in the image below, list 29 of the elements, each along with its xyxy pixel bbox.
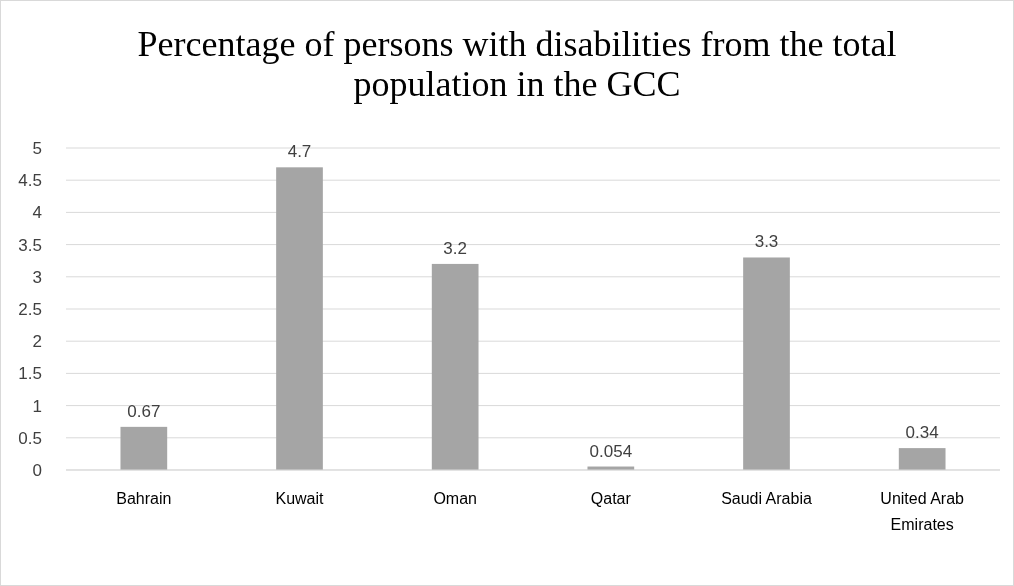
y-tick-label: 2 — [32, 332, 42, 352]
y-tick-label: 0.5 — [18, 428, 42, 448]
x-tick-label: Oman — [433, 490, 477, 507]
y-tick-label: 2.5 — [18, 299, 42, 319]
y-tick-label: 1 — [32, 396, 42, 416]
y-tick-label: 5 — [32, 138, 42, 158]
data-label: 0.67 — [127, 401, 161, 421]
y-tick-label: 0 — [32, 460, 42, 480]
x-tick-label: Kuwait — [275, 490, 325, 507]
data-label: 3.2 — [443, 238, 467, 258]
y-tick-label: 3.5 — [18, 235, 42, 255]
data-label: 4.7 — [287, 142, 312, 162]
x-tick-label: Bahrain — [116, 490, 172, 507]
y-tick-label: 3 — [32, 267, 42, 287]
y-tick-label: 1.5 — [18, 364, 42, 384]
data-label: 3.3 — [754, 232, 779, 252]
y-tick-label: 4.5 — [18, 171, 42, 191]
bar — [120, 426, 168, 470]
x-tick-label: United Arab Emirates — [880, 490, 965, 533]
data-label: 0.34 — [905, 423, 939, 443]
bar — [743, 257, 790, 470]
data-label: 0.054 — [589, 441, 633, 461]
bar — [431, 263, 479, 470]
chart-title: Percentage of persons with disabilities from the total population in the GCC — [137, 24, 897, 104]
bar — [898, 448, 946, 470]
x-tick-label: Qatar — [590, 490, 632, 507]
x-tick-label: Saudi Arabia — [721, 490, 812, 507]
bar — [276, 167, 323, 470]
y-tick-label: 4 — [32, 203, 42, 223]
